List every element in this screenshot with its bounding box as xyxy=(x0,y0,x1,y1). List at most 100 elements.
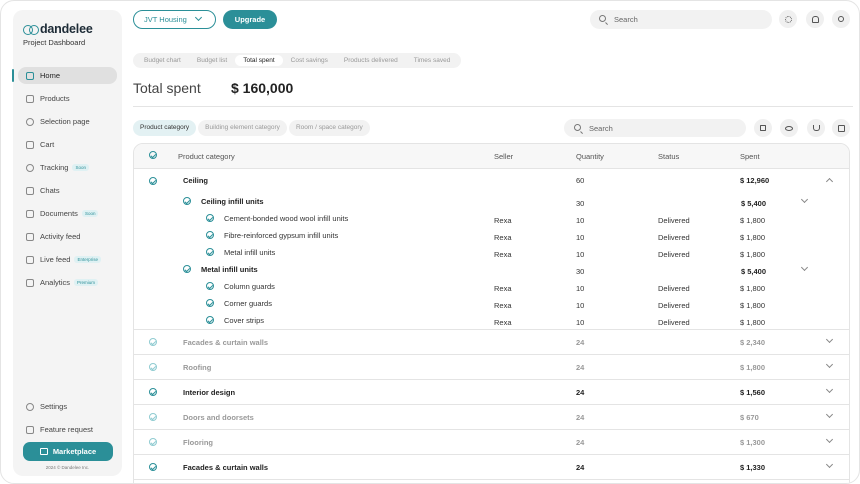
tab-cost-savings[interactable]: Cost savings xyxy=(290,57,328,64)
select-all-check-icon[interactable] xyxy=(149,151,157,159)
collapse-button[interactable] xyxy=(754,119,772,137)
check-icon[interactable] xyxy=(183,197,191,205)
columns-button[interactable] xyxy=(832,119,850,137)
project-select[interactable]: JVT Housing xyxy=(133,10,216,29)
chip-product-category[interactable]: Product category xyxy=(133,120,197,136)
chevron-down-icon[interactable] xyxy=(800,263,809,272)
check-icon[interactable] xyxy=(149,438,157,446)
sidebar-item-cart[interactable]: Cart xyxy=(18,136,117,153)
sidebar-item-label: Feature request xyxy=(40,425,93,434)
check-icon[interactable] xyxy=(206,248,214,256)
category-row[interactable]: Facades & curtain walls 24 $ 2,340 xyxy=(134,330,849,355)
check-icon[interactable] xyxy=(206,282,214,290)
header-product-category[interactable]: Product category xyxy=(178,152,235,161)
sidebar-bottom-nav: Settings Feature request xyxy=(18,398,117,444)
sidebar-item-products[interactable]: Products xyxy=(18,90,117,107)
upgrade-button[interactable]: Upgrade xyxy=(223,10,277,29)
filter-button[interactable] xyxy=(807,119,825,137)
table-header: Product category Seller Quantity Status … xyxy=(134,144,849,169)
live-icon xyxy=(26,255,34,264)
premium-badge: Premium xyxy=(74,279,99,286)
sidebar-item-settings[interactable]: Settings xyxy=(18,398,117,415)
sidebar-item-analytics[interactable]: Analytics Premium xyxy=(18,274,117,291)
chevron-down-icon[interactable] xyxy=(825,435,834,444)
eye-icon xyxy=(785,125,793,131)
sidebar-item-feature-request[interactable]: Feature request xyxy=(18,421,117,438)
chevron-down-icon[interactable] xyxy=(825,360,834,369)
product-seller: Rexa xyxy=(494,318,512,327)
chevron-down-icon[interactable] xyxy=(800,195,809,204)
document-icon xyxy=(26,209,34,218)
notifications-button[interactable] xyxy=(806,10,824,28)
check-icon[interactable] xyxy=(149,177,157,185)
sidebar-item-label: Activity feed xyxy=(40,232,81,241)
sidebar-item-documents[interactable]: Documents Soon xyxy=(18,205,117,222)
category-row-ceiling[interactable]: Ceiling 60 $ 12,960 Ceiling infill units… xyxy=(134,170,849,330)
category-row[interactable]: Facades & curtain walls 24 $ 1,330 xyxy=(134,455,849,480)
sidebar-item-tracking[interactable]: Tracking Soon xyxy=(18,159,117,176)
category-name: Roofing xyxy=(183,363,212,372)
check-icon[interactable] xyxy=(206,231,214,239)
profile-button[interactable] xyxy=(832,10,850,28)
check-icon[interactable] xyxy=(149,338,157,346)
check-icon[interactable] xyxy=(149,463,157,471)
tab-budget-list[interactable]: Budget list xyxy=(196,57,228,64)
view-button[interactable] xyxy=(780,119,798,137)
header-seller[interactable]: Seller xyxy=(494,152,514,161)
chevron-down-icon[interactable] xyxy=(825,410,834,419)
soon-badge: Soon xyxy=(72,164,89,171)
header-quantity[interactable]: Quantity xyxy=(576,152,604,161)
sidebar-item-selection-page[interactable]: Selection page xyxy=(18,113,117,130)
chevron-down-icon[interactable] xyxy=(825,460,834,469)
divider xyxy=(133,106,853,107)
sidebar-item-home[interactable]: Home xyxy=(12,67,117,84)
category-name: Interior design xyxy=(183,388,236,397)
check-icon[interactable] xyxy=(206,299,214,307)
product-name: Metal infill units xyxy=(224,248,276,257)
product-spent: $ 1,800 xyxy=(740,318,766,327)
settings-button[interactable] xyxy=(779,10,797,28)
chevron-down-icon[interactable] xyxy=(825,335,834,344)
product-spent: $ 1,800 xyxy=(740,301,766,310)
subcategory-quantity: 30 xyxy=(576,199,585,208)
tab-total-spent[interactable]: Total spent xyxy=(235,55,283,66)
check-icon[interactable] xyxy=(206,316,214,324)
collapse-icon xyxy=(760,125,766,131)
category-row[interactable]: Doors and doorsets 24 $ 670 xyxy=(134,405,849,430)
chip-building-element-category[interactable]: Building element category xyxy=(198,120,287,136)
marketplace-button[interactable]: Marketplace xyxy=(23,442,113,461)
logo-icon xyxy=(23,24,39,35)
product-quantity: 10 xyxy=(576,301,585,310)
sidebar-item-chats[interactable]: Chats xyxy=(18,182,117,199)
check-icon[interactable] xyxy=(149,363,157,371)
chip-room-space-category[interactable]: Room / space category xyxy=(288,120,370,136)
category-row[interactable]: Interior design 24 $ 1,560 xyxy=(134,380,849,405)
tab-products-delivered[interactable]: Products delivered xyxy=(343,57,398,64)
tab-times-saved[interactable]: Times saved xyxy=(413,57,451,64)
sidebar-item-label: Chats xyxy=(40,186,60,195)
category-name: Ceiling xyxy=(183,176,209,185)
subcategory-quantity: 30 xyxy=(576,267,585,276)
product-quantity: 10 xyxy=(576,284,585,293)
chevron-down-icon[interactable] xyxy=(825,385,834,394)
category-row[interactable]: Roofing 24 $ 1,800 xyxy=(134,355,849,380)
check-icon[interactable] xyxy=(149,413,157,421)
product-seller: Rexa xyxy=(494,301,512,310)
feedback-icon xyxy=(26,425,34,434)
logo[interactable]: dandelee xyxy=(23,22,93,36)
table-search-input[interactable]: Search xyxy=(564,119,746,137)
check-icon[interactable] xyxy=(206,214,214,222)
category-row[interactable]: Flooring 24 $ 1,300 xyxy=(134,430,849,455)
check-icon[interactable] xyxy=(183,265,191,273)
chevron-up-icon[interactable] xyxy=(825,177,834,186)
user-icon xyxy=(838,16,844,22)
tab-budget-chart[interactable]: Budget chart xyxy=(144,57,181,64)
sidebar-item-live-feed[interactable]: Live feed Enterprise xyxy=(18,251,117,268)
search-input[interactable]: Search xyxy=(590,10,772,29)
header-spent[interactable]: Spent xyxy=(740,152,760,161)
product-spent: $ 1,800 xyxy=(740,216,766,225)
check-icon[interactable] xyxy=(149,388,157,396)
sidebar-item-activity-feed[interactable]: Activity feed xyxy=(18,228,117,245)
header-status[interactable]: Status xyxy=(658,152,680,161)
category-spent: $ 1,300 xyxy=(740,438,766,447)
